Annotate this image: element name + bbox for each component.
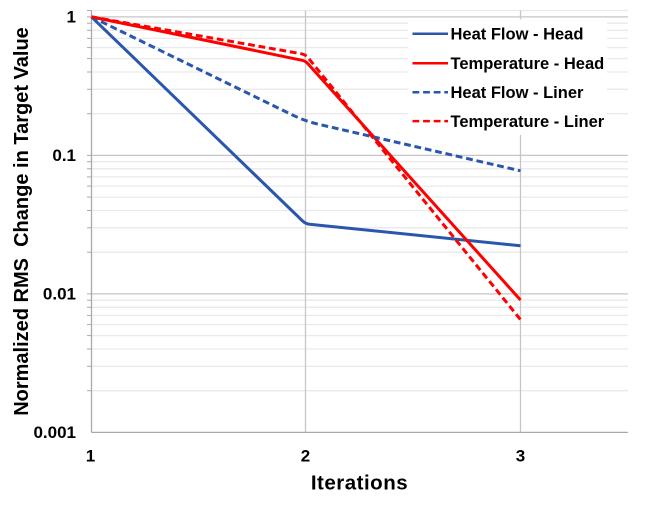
svg-text:0.01: 0.01 <box>43 285 76 304</box>
svg-text:Temperature - Head: Temperature - Head <box>451 55 605 73</box>
svg-text:0.001: 0.001 <box>33 423 76 442</box>
svg-text:Temperature - Liner: Temperature - Liner <box>451 113 605 131</box>
svg-text:3: 3 <box>516 447 525 466</box>
svg-text:2: 2 <box>301 447 310 466</box>
svg-text:1: 1 <box>86 447 95 466</box>
svg-text:Normalized RMS Change in Targ: Normalized RMS Change in Target Value <box>11 27 33 416</box>
svg-text:Heat Flow - Head: Heat Flow - Head <box>451 25 584 43</box>
svg-text:1: 1 <box>67 8 76 27</box>
svg-text:0.1: 0.1 <box>52 146 76 165</box>
svg-text:Heat Flow - Liner: Heat Flow - Liner <box>451 84 585 102</box>
svg-text:Iterations: Iterations <box>311 472 408 495</box>
